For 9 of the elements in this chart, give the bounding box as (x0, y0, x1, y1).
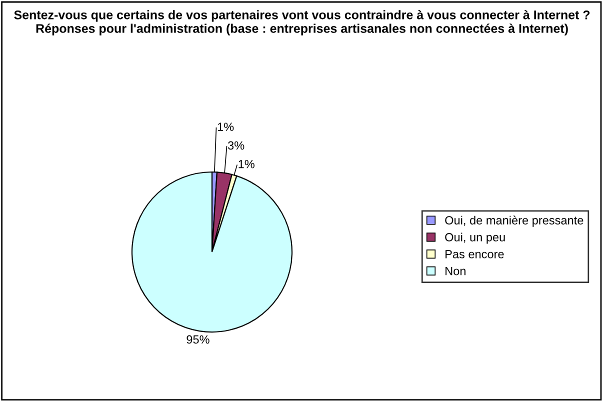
legend-label: Oui, de manière pressante (445, 216, 584, 227)
legend-label: Non (446, 266, 466, 276)
legend-label: Pas encore (446, 250, 504, 258)
data-label: 95% (186, 335, 210, 344)
data-label: 3% (228, 141, 244, 150)
chart-title: Sentez-vous que certains de vos partenaires vont vous contraindre à vous connecter à Internet ? Réponses pour l'administration (base : entreprises artisanales non connectées à Internet) (14, 10, 590, 36)
legend-label: Oui, un peu (445, 232, 505, 244)
data-label: 1% (238, 160, 254, 168)
data-label: 1% (218, 122, 234, 131)
